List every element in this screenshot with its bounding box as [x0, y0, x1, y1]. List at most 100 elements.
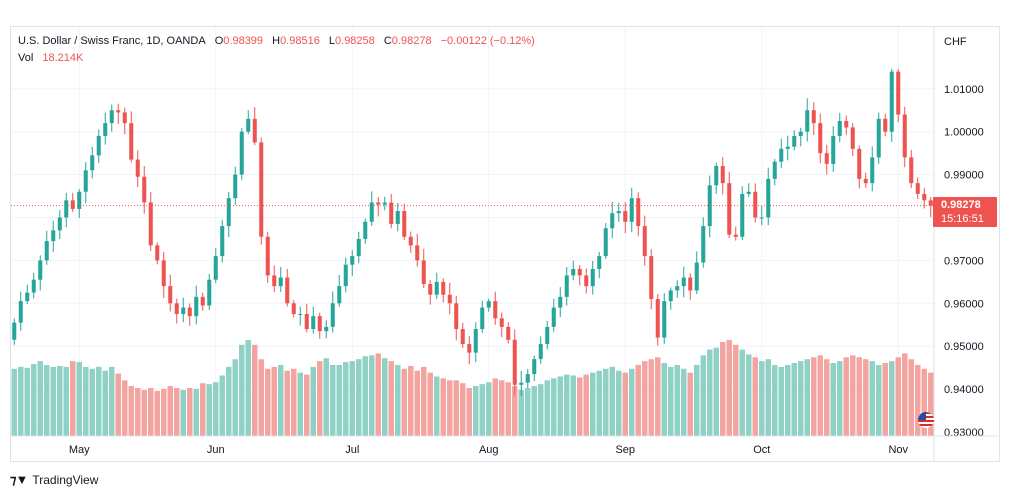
candle-body	[187, 307, 192, 317]
candle-body	[70, 200, 75, 209]
candle-body	[694, 262, 699, 291]
volume-bar	[245, 340, 251, 436]
price-tick-label: 0.93000	[944, 427, 984, 439]
candle-body	[603, 228, 608, 257]
volume-bar	[635, 364, 641, 436]
volume-bar	[525, 388, 531, 436]
price-tick-label: 1.00000	[944, 127, 984, 139]
candle-body	[174, 303, 179, 315]
low-value: 0.98258	[335, 35, 375, 47]
volume-bar	[733, 344, 739, 436]
candle-body	[421, 260, 426, 284]
current-price-label: 0.98278 15:16:51	[933, 197, 997, 227]
candle-body	[265, 236, 270, 276]
price-tick-label: 1.01000	[944, 84, 984, 96]
volume-bar	[609, 366, 615, 436]
time-tick-label: Sep	[615, 444, 635, 456]
volume-bar	[239, 344, 245, 436]
volume-bar	[414, 370, 420, 436]
candle-body	[753, 191, 758, 218]
candle-body	[395, 211, 400, 224]
volume-bar	[141, 389, 147, 436]
candle-body	[519, 382, 524, 385]
open-value: 0.98399	[223, 35, 264, 47]
volume-bar	[421, 366, 427, 436]
volume-label[interactable]: Vol	[18, 52, 34, 64]
volume-bar	[362, 356, 368, 436]
candle-body	[688, 277, 693, 291]
volume-bar	[765, 359, 771, 436]
candle-body	[740, 193, 745, 237]
volume-bar	[596, 370, 602, 436]
symbol-title[interactable]: U.S. Dollar / Swiss Franc, 1D, OANDA	[18, 35, 206, 47]
candle-body	[655, 299, 660, 338]
volume-bar	[278, 364, 284, 436]
candle-body	[662, 301, 667, 338]
candle-body	[714, 166, 719, 186]
volume-bar	[655, 357, 661, 436]
candle-body	[642, 226, 647, 257]
tradingview-logo[interactable]: ⁊▼ TradingView	[10, 472, 98, 488]
time-tick-label: Jun	[207, 444, 225, 456]
volume-bar	[622, 372, 628, 436]
volume-bar	[317, 361, 323, 436]
candle-body	[844, 120, 849, 128]
candle-body	[389, 202, 394, 224]
candle-body	[259, 142, 264, 237]
candle-body	[525, 374, 530, 383]
volume-bar	[726, 340, 732, 436]
volume-bar	[570, 375, 576, 436]
candle-body	[564, 275, 569, 297]
time-tick-label: Aug	[479, 444, 499, 456]
candle-body	[577, 268, 582, 276]
candle-body	[928, 200, 933, 206]
candle-body	[38, 260, 43, 280]
ohlc-legend: U.S. Dollar / Swiss Franc, 1D, OANDA O0.…	[18, 35, 535, 47]
volume-bar	[824, 359, 830, 436]
volume-bar	[349, 361, 355, 436]
candle-body	[915, 183, 920, 194]
candle-body	[629, 198, 634, 222]
volume-bar	[798, 361, 804, 436]
volume-bar	[174, 388, 180, 436]
time-tick-label: Nov	[888, 444, 908, 456]
us-flag-icon[interactable]	[918, 412, 934, 428]
volume-bar	[479, 384, 485, 436]
candle-body	[499, 318, 504, 327]
volume-bar	[297, 372, 303, 436]
price-tick-label: 0.97000	[944, 255, 984, 267]
volume-bar	[629, 368, 635, 436]
volume-bar	[583, 374, 589, 436]
volume-bar	[863, 359, 869, 436]
candle-body	[571, 268, 576, 276]
volume-bar	[96, 366, 102, 436]
candle-body	[317, 316, 322, 332]
candle-body	[746, 191, 751, 194]
candle-body	[285, 277, 290, 304]
candle-body	[811, 110, 816, 124]
volume-bar	[785, 364, 791, 436]
volume-bar	[76, 362, 82, 436]
volume-legend: Vol 18.214K	[18, 52, 83, 64]
volume-bar	[154, 390, 160, 436]
candle-body	[792, 135, 797, 147]
volume-bar	[856, 357, 862, 436]
candle-body	[356, 238, 361, 257]
candle-body	[467, 344, 472, 353]
volume-bar	[63, 366, 69, 436]
volume-bar	[505, 382, 511, 436]
candle-body	[181, 307, 186, 315]
volume-bar	[427, 372, 433, 436]
candle-body	[194, 296, 199, 317]
volume-bar	[284, 370, 290, 436]
volume-bar	[304, 374, 310, 436]
volume-bar	[648, 359, 654, 436]
candle-body	[889, 71, 894, 132]
candle-body	[805, 110, 810, 132]
candle-body	[512, 339, 517, 385]
candle-body	[616, 211, 621, 214]
candle-body	[116, 110, 121, 113]
volume-bar	[694, 364, 700, 436]
candle-body	[83, 170, 88, 192]
